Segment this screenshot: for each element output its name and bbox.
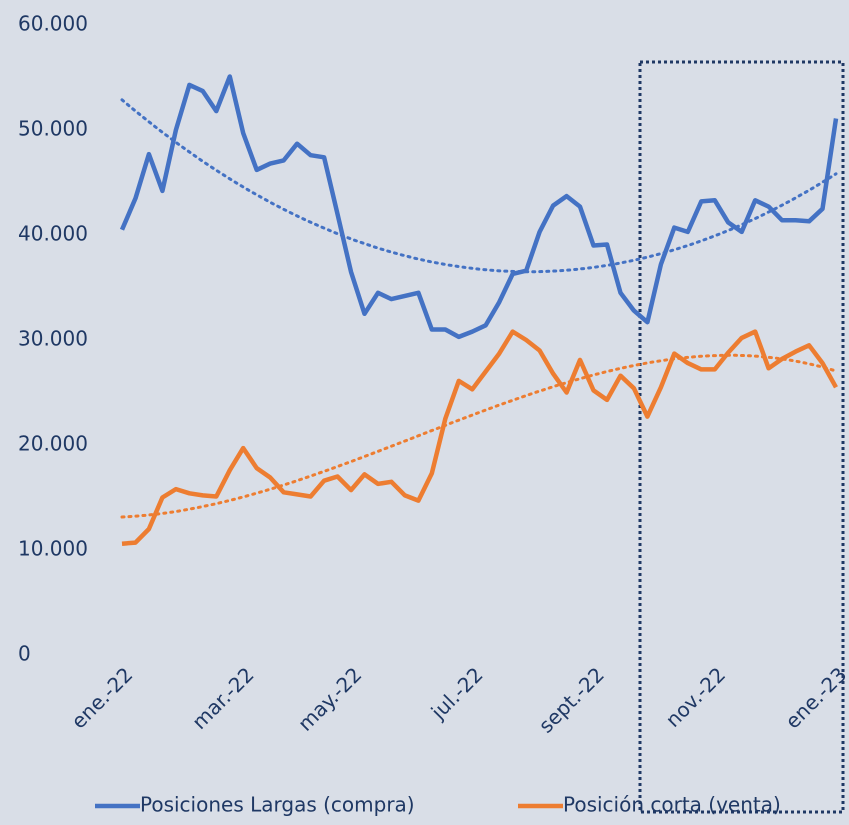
y-tick-label: 10.000 — [18, 537, 88, 561]
y-tick-label: 40.000 — [18, 222, 88, 246]
y-tick-label: 20.000 — [18, 432, 88, 456]
trendline — [120, 98, 838, 274]
y-tick-label: 50.000 — [18, 117, 88, 141]
y-tick-label: 60.000 — [18, 12, 88, 36]
legend-label: Posición corta (venta) — [563, 793, 781, 817]
highlight-box — [638, 60, 845, 814]
line — [119, 74, 839, 340]
trendline — [120, 353, 838, 519]
y-tick-label: 30.000 — [18, 327, 88, 351]
line — [121, 329, 838, 546]
y-tick-label: 0 — [18, 642, 31, 666]
legend-label: Posiciones Largas (compra) — [140, 793, 415, 817]
